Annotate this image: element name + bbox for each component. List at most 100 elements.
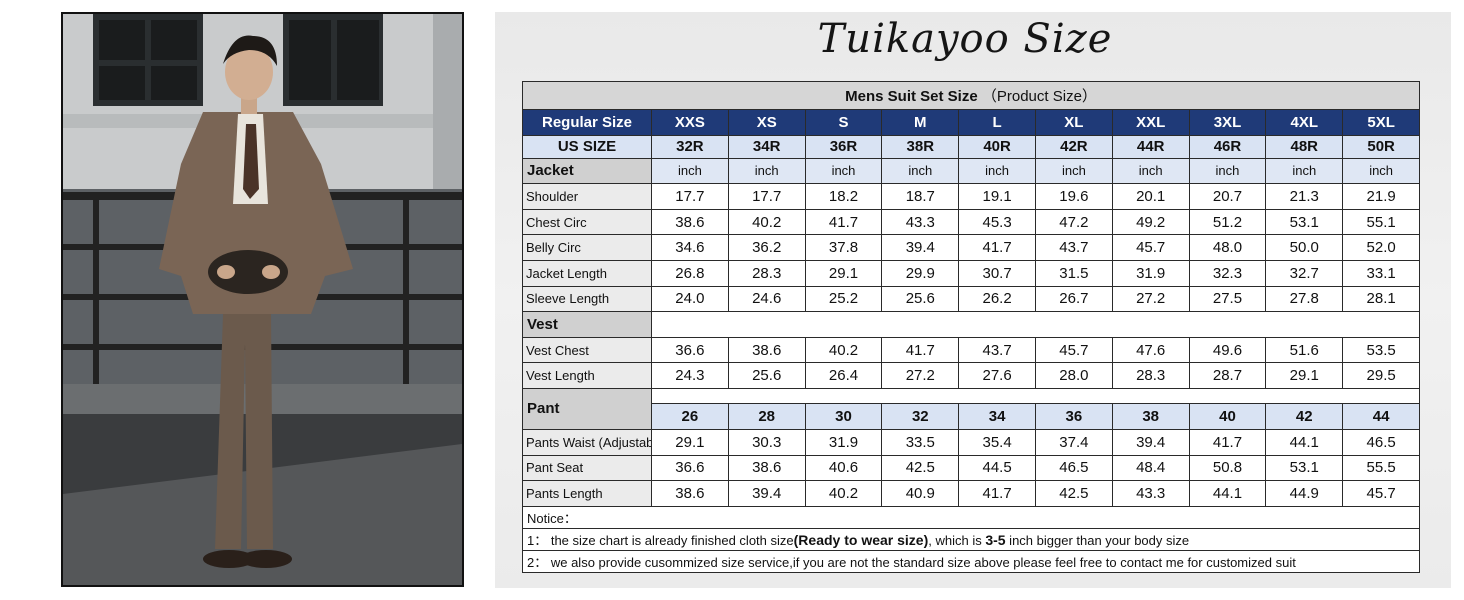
table-title-text: Mens Suit Set Size [845, 88, 978, 105]
measure-value: 48.4 [1111, 454, 1190, 482]
measure-value: 29.1 [1265, 362, 1344, 389]
measure-value: 47.2 [1034, 208, 1113, 236]
measure-value: 44.5 [958, 454, 1036, 482]
vest-section-label: Vest [522, 311, 652, 338]
measure-value: 18.7 [881, 183, 960, 210]
measure-value: 40.9 [881, 480, 960, 507]
measure-value: 44.9 [1265, 480, 1344, 507]
measure-name: Pant Seat [522, 454, 652, 482]
measure-value: 41.7 [958, 234, 1036, 261]
measure-value: 18.2 [804, 183, 883, 210]
measure-value: 37.4 [1034, 428, 1113, 456]
measure-value: 24.0 [651, 285, 729, 313]
measure-value: 49.2 [1111, 208, 1190, 236]
measure-name: Shoulder [522, 183, 652, 210]
notice-row: Notice： [521, 505, 1421, 529]
table-row: Vest Chest 36.6 38.6 40.2 41.7 43.7 45.7 47.6 49… [522, 336, 1421, 364]
notice-text: inch bigger than your body size [1005, 532, 1190, 548]
measure-value: 55.1 [1342, 208, 1421, 236]
measure-value: 40.2 [727, 208, 806, 236]
size-header: XL [1034, 109, 1113, 136]
regular-size-row: Regular Size XXS XS S M L XL XXL 3XL 4XL 5XL [522, 109, 1421, 136]
notice-emphasis: 3-5 [985, 531, 1006, 548]
measure-value: 26.4 [804, 362, 883, 389]
measure-value: 32.3 [1188, 259, 1267, 287]
measure-value: 17.7 [651, 183, 729, 210]
measure-value: 41.7 [881, 336, 960, 364]
measure-value: 53.1 [1265, 208, 1344, 236]
us-size-cell: 32R [651, 134, 729, 159]
table-row: Pants Length 38.6 39.4 40.2 40.9 41.7 42.5 43.3… [522, 480, 1421, 507]
unit-cell: inch [958, 157, 1036, 185]
measure-value: 33.1 [1342, 259, 1421, 287]
measure-value: 27.8 [1265, 285, 1344, 313]
pant-size-cell: 26 [651, 403, 729, 430]
measure-value: 43.3 [1111, 480, 1190, 507]
regular-size-label: Regular Size [522, 109, 652, 136]
measure-value: 28.3 [1111, 362, 1190, 389]
measure-value: 24.3 [651, 362, 729, 389]
us-size-cell: 38R [881, 134, 960, 159]
pant-section-label: Pant [522, 387, 652, 430]
measure-value: 31.9 [1111, 259, 1190, 287]
measure-value: 41.7 [958, 480, 1036, 507]
measure-value: 26.8 [651, 259, 729, 287]
unit-cell: inch [1034, 157, 1113, 185]
blank-cell [650, 387, 1421, 405]
size-header: XS [727, 109, 806, 136]
measure-value: 29.1 [804, 259, 883, 287]
table-row: Pant Seat 36.6 38.6 40.6 42.5 44.5 46.5 48.4 50.… [522, 454, 1421, 482]
measure-value: 34.6 [651, 234, 729, 261]
notice-text: , which is [928, 532, 986, 548]
measure-value: 38.6 [727, 454, 806, 482]
size-chart-table: Mens Suit Set Size （Product Size） Regular… [521, 81, 1421, 573]
measure-value: 36.6 [651, 454, 729, 482]
us-size-label: US SIZE [522, 134, 652, 159]
measure-value: 38.6 [651, 480, 729, 507]
size-header: S [804, 109, 883, 136]
measure-value: 45.7 [1111, 234, 1190, 261]
measure-value: 37.8 [804, 234, 883, 261]
measure-value: 24.6 [727, 285, 806, 313]
table-title-row: Mens Suit Set Size （Product Size） [521, 81, 1421, 110]
measure-value: 25.6 [881, 285, 960, 313]
notice-row: 1： the size chart is already finished cl… [521, 527, 1421, 551]
measure-value: 28.1 [1342, 285, 1421, 313]
table-row: Chest Circ 38.6 40.2 41.7 43.3 45.3 47.2 49.2 51… [522, 208, 1421, 236]
measure-value: 17.7 [727, 183, 806, 210]
measure-value: 43.7 [958, 336, 1036, 364]
measure-value: 43.7 [1034, 234, 1113, 261]
pant-size-cell: 38 [1111, 403, 1190, 430]
measure-value: 26.7 [1034, 285, 1113, 313]
pant-size-row: 26 28 30 32 34 36 38 40 42 44 [523, 403, 1421, 430]
pant-size-cell: 44 [1342, 403, 1421, 430]
unit-cell: inch [1265, 157, 1344, 185]
table-row: Jacket Length 26.8 28.3 29.1 29.9 30.7 31.5 31.… [522, 259, 1421, 287]
measure-name: Chest Circ [522, 208, 652, 236]
size-header: 3XL [1188, 109, 1267, 136]
pant-size-cell: 28 [727, 403, 806, 430]
pant-size-cell: 40 [1188, 403, 1267, 430]
measure-value: 40.2 [804, 336, 883, 364]
table-row: Shoulder 17.7 17.7 18.2 18.7 19.1 19.6 20.1 20.7… [522, 183, 1421, 210]
measure-value: 41.7 [804, 208, 883, 236]
measure-value: 29.5 [1342, 362, 1421, 389]
size-header: 4XL [1265, 109, 1344, 136]
measure-value: 39.4 [727, 480, 806, 507]
measure-name: Belly Circ [522, 234, 652, 261]
measure-value: 20.7 [1188, 183, 1267, 210]
us-size-cell: 40R [958, 134, 1036, 159]
measure-value: 51.6 [1265, 336, 1344, 364]
size-header: L [958, 109, 1036, 136]
measure-value: 30.7 [958, 259, 1036, 287]
measure-value: 42.5 [1034, 480, 1113, 507]
measure-value: 27.6 [958, 362, 1036, 389]
measure-value: 50.8 [1188, 454, 1267, 482]
measure-value: 25.2 [804, 285, 883, 313]
measure-value: 28.0 [1034, 362, 1113, 389]
measure-value: 31.9 [804, 428, 883, 456]
measure-value: 45.7 [1342, 480, 1421, 507]
table-row: Vest Length 24.3 25.6 26.4 27.2 27.6 28.0 28.3 2… [522, 362, 1421, 389]
brand-title: Tuikayoo Size [817, 16, 1113, 62]
measure-value: 46.5 [1034, 454, 1113, 482]
